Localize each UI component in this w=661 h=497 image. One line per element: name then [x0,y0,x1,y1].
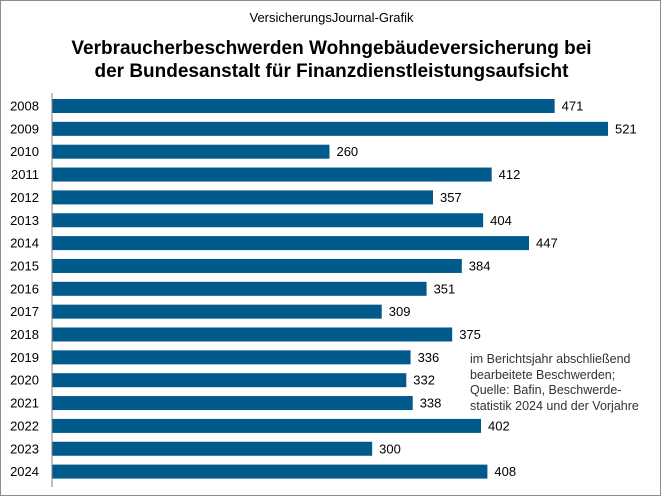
year-label: 2018 [10,327,39,342]
year-label: 2009 [10,121,39,136]
year-label: 2022 [10,418,39,433]
value-label: 309 [389,304,411,319]
chart-note: im Berichtsjahr abschließend bearbeitete… [470,352,660,414]
bar-2021 [52,396,413,411]
value-label: 402 [488,418,510,433]
chart-title-line-1: Verbraucherbeschwerden Wohngebäudeversic… [71,38,592,59]
source-line: VersicherungsJournal-Grafik [249,10,414,25]
bar-2024 [52,464,488,479]
chart-title-line-2: der Bundesanstalt für Finanzdienstleistu… [94,61,569,82]
bar-2013 [52,213,484,228]
year-label: 2013 [10,213,39,228]
value-label: 336 [418,350,440,365]
bar-2023 [52,441,373,456]
year-label: 2019 [10,350,39,365]
value-label: 404 [490,213,512,228]
bar-2009 [52,121,608,136]
value-label: 338 [420,396,442,411]
value-label: 375 [459,327,481,342]
year-label: 2017 [10,304,39,319]
value-label: 408 [494,464,516,479]
chart-note-line: statistik 2024 und der Vorjahre [470,398,639,413]
bar-2008 [52,99,555,113]
bar-2012 [52,190,433,205]
value-label: 300 [379,441,401,456]
bar-2011 [52,167,492,182]
bar-2015 [52,258,462,273]
bar-2022 [52,418,482,433]
value-label: 471 [562,99,584,114]
value-label: 447 [536,236,558,251]
year-label: 2010 [10,144,39,159]
chart-note-line: bearbeitete Beschwerden; [470,367,616,382]
year-label: 2020 [10,373,39,388]
value-label: 260 [336,144,358,159]
year-label: 2021 [10,396,39,411]
value-label: 332 [413,373,435,388]
year-label: 2008 [10,99,39,114]
chart-note-line: im Berichtsjahr abschließend [470,352,631,366]
bar-2016 [52,281,427,296]
chart-note-line: Quelle: Bafin, Beschwerde- [470,383,622,397]
year-label: 2014 [10,236,39,251]
value-label: 351 [434,281,456,296]
bar-2018 [52,327,453,342]
value-label: 384 [469,258,491,273]
bar-2014 [52,236,530,251]
value-label: 521 [615,121,637,136]
year-label: 2024 [10,464,39,479]
year-label: 2015 [10,258,39,273]
year-label: 2012 [10,190,39,205]
year-label: 2016 [10,281,39,296]
bar-2010 [52,144,330,159]
value-label: 357 [440,190,462,205]
chart-title: Verbraucherbeschwerden Wohngebäudeversic… [1,37,661,83]
bar-2017 [52,304,382,319]
value-label: 412 [499,167,521,182]
bar-2020 [52,373,407,388]
bar-2019 [52,350,411,365]
year-label: 2011 [11,167,39,182]
year-label: 2023 [10,441,39,456]
